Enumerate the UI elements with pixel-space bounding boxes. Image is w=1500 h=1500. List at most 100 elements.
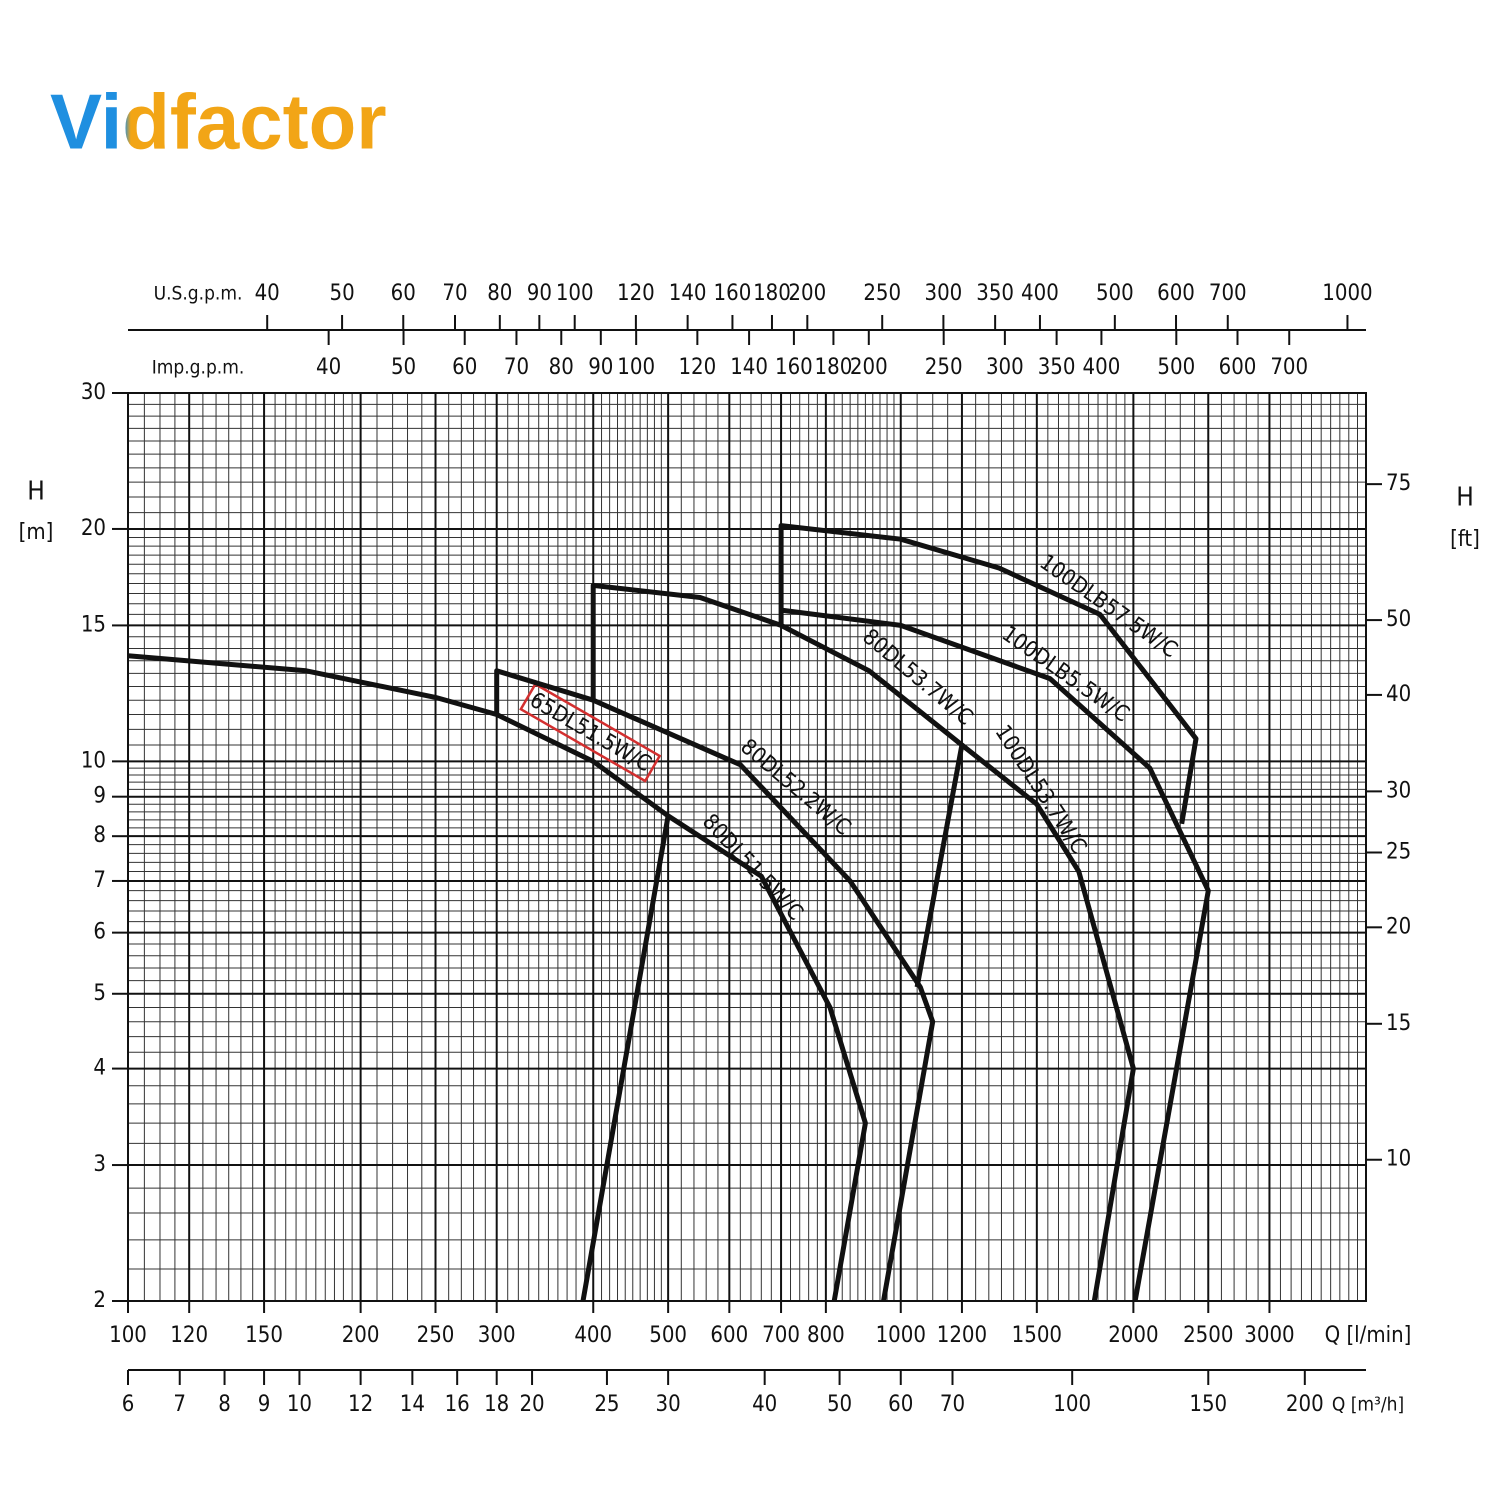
- x-tick-label: 200: [342, 1323, 380, 1348]
- x-tick-label: 400: [574, 1323, 612, 1348]
- secondary-x-tick-label: 300: [925, 281, 963, 306]
- y2-axis-unit: [ft]: [1450, 527, 1480, 552]
- y2-tick-label: 75: [1386, 471, 1411, 496]
- secondary-x-tick-label: 140: [669, 281, 707, 306]
- secondary-x-tick-label: 50: [329, 281, 354, 306]
- x-tick-label: 800: [807, 1323, 845, 1348]
- secondary-x-tick-label: 12: [348, 1392, 373, 1417]
- y-tick-label: 2: [93, 1288, 106, 1313]
- curve-label: 80DL51.5W/C: [697, 810, 808, 926]
- secondary-x-tick-label: 700: [1209, 281, 1247, 306]
- curve: [127, 653, 670, 818]
- x-tick-label: 300: [478, 1323, 516, 1348]
- secondary-x-tick-label: 600: [1157, 281, 1195, 306]
- secondary-x-tick-label: 120: [678, 355, 716, 380]
- secondary-x-tick-label: 700: [1270, 355, 1308, 380]
- secondary-x-tick-label: 8: [218, 1392, 231, 1417]
- x-tick-label: 1000: [876, 1323, 926, 1348]
- x-tick-label: 600: [710, 1323, 748, 1348]
- secondary-x-tick-label: 160: [714, 281, 752, 306]
- secondary-x-tick-label: 500: [1157, 355, 1195, 380]
- x-tick-label: 500: [649, 1323, 687, 1348]
- secondary-x-tick-label: 40: [752, 1392, 777, 1417]
- secondary-x-tick-label: 18: [484, 1392, 509, 1417]
- y2-tick-label: 40: [1386, 682, 1411, 707]
- y-tick-label: 4: [93, 1056, 106, 1081]
- y-tick-label: 5: [93, 981, 106, 1006]
- secondary-x-tick-label: 9: [258, 1392, 271, 1417]
- y-tick-label: 15: [81, 612, 106, 637]
- secondary-x-tick-label: 6: [122, 1392, 135, 1417]
- curve: [960, 743, 1136, 1302]
- secondary-x-tick-label: 250: [925, 355, 963, 380]
- secondary-x-tick-label: 600: [1219, 355, 1257, 380]
- x-tick-label: 1500: [1012, 1323, 1062, 1348]
- y2-tick-label: 25: [1386, 840, 1411, 865]
- secondary-x-tick-label: 350: [1038, 355, 1076, 380]
- y2-tick-label: 20: [1386, 914, 1411, 939]
- y2-tick-label: 15: [1386, 1011, 1411, 1036]
- secondary-x-tick-label: 150: [1189, 1392, 1227, 1417]
- y-tick-label: 6: [93, 920, 106, 945]
- x-tick-label: 700: [762, 1323, 800, 1348]
- curve: [778, 523, 1199, 825]
- x-axis-label: Q [l/min]: [1325, 1323, 1412, 1348]
- secondary-x-tick-label: 60: [888, 1392, 913, 1417]
- x-tick-label: 120: [170, 1323, 208, 1348]
- secondary-x-tick-label: 7: [173, 1392, 186, 1417]
- x-tick-label: 2000: [1108, 1323, 1158, 1348]
- secondary-x-tick-label: 70: [504, 355, 529, 380]
- secondary-axis-label: Imp.g.p.m.: [152, 357, 245, 379]
- secondary-x-tick-label: 25: [594, 1392, 619, 1417]
- plot-frame: [127, 392, 1367, 1302]
- secondary-x-tick-label: 180: [815, 355, 853, 380]
- secondary-x-tick-label: 160: [775, 355, 813, 380]
- x-tick-label: 2500: [1183, 1323, 1233, 1348]
- secondary-x-tick-label: 120: [617, 281, 655, 306]
- secondary-x-tick-label: 14: [400, 1392, 425, 1417]
- x-tick-label: 100: [109, 1323, 147, 1348]
- secondary-x-tick-label: 100: [556, 281, 594, 306]
- x-tick-label: 250: [417, 1323, 455, 1348]
- secondary-axis-label: U.S.g.p.m.: [154, 283, 243, 305]
- secondary-x-tick-label: 10: [287, 1392, 312, 1417]
- secondary-x-tick-label: 500: [1096, 281, 1134, 306]
- curve: [580, 813, 868, 1302]
- secondary-x-tick-label: 16: [445, 1392, 470, 1417]
- secondary-x-tick-label: 300: [986, 355, 1024, 380]
- secondary-x-tick-label: 80: [549, 355, 574, 380]
- y-tick-label: 9: [93, 784, 106, 809]
- secondary-x-tick-label: 40: [316, 355, 341, 380]
- curve-label: 100DLB5.5W/C: [997, 622, 1134, 728]
- secondary-x-tick-label: 20: [519, 1392, 544, 1417]
- secondary-x-tick-label: 400: [1083, 355, 1121, 380]
- secondary-axis-label: Q [m³/h]: [1332, 1394, 1404, 1416]
- secondary-x-tick-label: 250: [863, 281, 901, 306]
- y-tick-label: 7: [93, 868, 106, 893]
- y-tick-label: 8: [93, 823, 106, 848]
- secondary-x-tick-label: 90: [588, 355, 613, 380]
- y-tick-label: 3: [93, 1152, 106, 1177]
- secondary-x-tick-label: 140: [730, 355, 768, 380]
- secondary-x-tick-label: 60: [452, 355, 477, 380]
- y2-tick-label: 50: [1386, 607, 1411, 632]
- secondary-x-tick-label: 350: [976, 281, 1014, 306]
- y-tick-label: 30: [81, 380, 106, 405]
- curve-label: 100DLB57.5W/C: [1035, 550, 1182, 663]
- secondary-x-tick-label: 70: [442, 281, 467, 306]
- logo: Vidfactor: [50, 78, 387, 166]
- y2-tick-label: 30: [1386, 778, 1411, 803]
- secondary-x-tick-label: 200: [788, 281, 826, 306]
- secondary-x-tick-label: 30: [656, 1392, 681, 1417]
- x-tick-label: 1200: [937, 1323, 987, 1348]
- y-axis-unit: [m]: [19, 520, 54, 545]
- secondary-x-tick-label: 80: [487, 281, 512, 306]
- curve: [494, 668, 936, 1302]
- secondary-x-tick-label: 100: [1053, 1392, 1091, 1417]
- x-tick-label: 3000: [1244, 1323, 1294, 1348]
- secondary-x-tick-label: 40: [255, 281, 280, 306]
- secondary-x-tick-label: 50: [391, 355, 416, 380]
- secondary-x-tick-label: 180: [753, 281, 791, 306]
